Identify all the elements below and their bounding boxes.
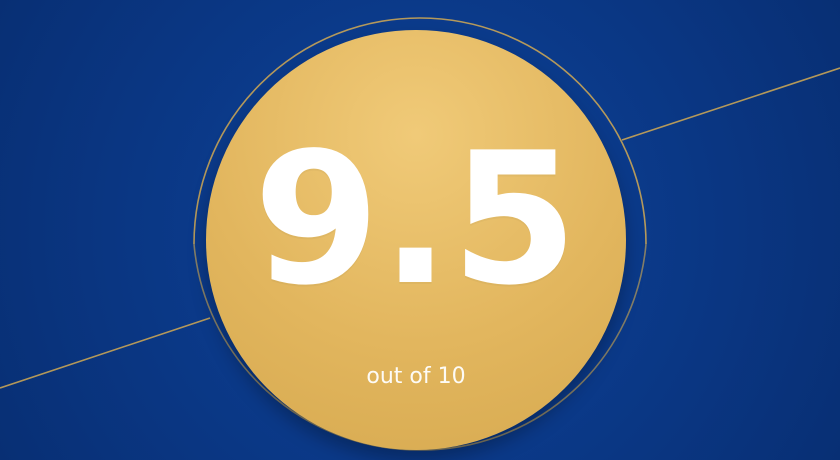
score-value: 9.5 — [253, 113, 579, 325]
score-scale: out of 10 — [366, 364, 466, 389]
rating-badge: 9.5 out of 10 — [190, 14, 650, 454]
score-circle: 9.5 out of 10 — [206, 30, 626, 450]
outer-ring — [193, 17, 647, 451]
